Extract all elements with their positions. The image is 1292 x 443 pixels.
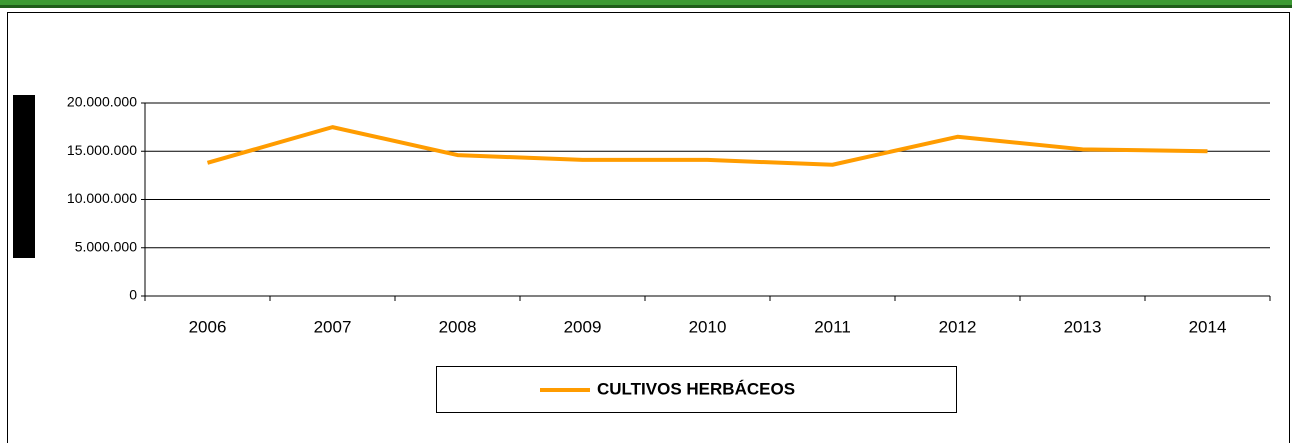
x-tick-label: 2007 [314, 317, 352, 336]
axis-title-block [13, 95, 35, 258]
x-tick-label: 2010 [689, 317, 727, 336]
y-tick-label: 0 [129, 287, 137, 303]
x-tick-label: 2008 [439, 317, 477, 336]
y-tick-label: 10.000.000 [67, 190, 137, 206]
top-bar-shadow [0, 5, 1292, 8]
x-tick-label: 2011 [814, 317, 851, 336]
x-tick-label: 2013 [1064, 317, 1102, 336]
y-tick-label: 5.000.000 [75, 238, 137, 254]
x-tick-label: 2012 [939, 317, 977, 336]
data-line [206, 125, 1208, 167]
legend-label: CULTIVOS HERBÁCEOS [597, 379, 795, 398]
y-tick-label: 20.000.000 [67, 94, 137, 110]
top-bar [0, 0, 1292, 5]
x-tick-label: 2014 [1189, 317, 1227, 336]
x-tick-label: 2009 [564, 317, 602, 336]
x-tick-label: 2006 [189, 317, 227, 336]
legend-box [436, 366, 957, 413]
y-tick-label: 15.000.000 [67, 142, 137, 158]
